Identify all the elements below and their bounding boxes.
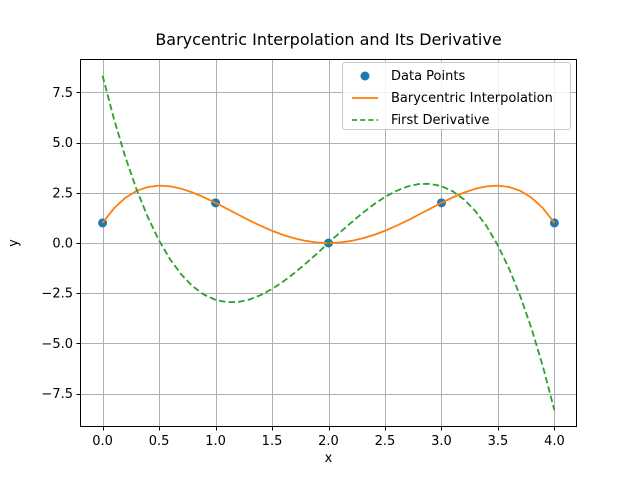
series-layer xyxy=(98,75,559,411)
axes-spines xyxy=(80,59,577,427)
y-tick-label: −5.0 xyxy=(41,337,73,352)
y-tick-label: 5.0 xyxy=(52,136,73,151)
series-curve-1 xyxy=(101,184,556,244)
y-tick-label: −2.5 xyxy=(41,287,73,302)
x-tick-label: 0.0 xyxy=(92,434,113,449)
x-tick-label: 0.5 xyxy=(149,434,170,449)
x-tick-label: 2.5 xyxy=(375,434,396,449)
x-axis-label: x xyxy=(324,451,333,466)
y-tick-label: 7.5 xyxy=(52,86,73,101)
x-tick-label: 3.5 xyxy=(488,434,509,449)
y-tick-label: −7.5 xyxy=(41,387,73,402)
legend-box: Data Points Barycentric Interpolation Fi… xyxy=(342,62,571,130)
solid-line-swatch-icon xyxy=(352,97,378,99)
legend-label-derivative: First Derivative xyxy=(391,112,490,128)
x-tick-label: 1.0 xyxy=(205,434,226,449)
legend-label-data-points: Data Points xyxy=(391,68,466,84)
axes-border xyxy=(80,59,577,427)
legend-entry-derivative: First Derivative xyxy=(343,109,570,131)
series-curve-2 xyxy=(101,75,556,411)
dashed-line-swatch-icon xyxy=(352,119,378,121)
tick-layer: 0.0 0.5 1.0 1.5 2.0 2.5 3.0 3.5 4.0 −7.5 −5.0 −2.5 0… xyxy=(41,86,564,449)
legend-label-interpolation: Barycentric Interpolation xyxy=(391,90,553,106)
x-tick-label: 3.0 xyxy=(431,434,452,449)
y-axis-label: y xyxy=(6,239,22,247)
legend-entry-data-points: Data Points xyxy=(343,65,570,87)
scatter-marker-swatch-icon xyxy=(360,71,370,81)
chart-title: Barycentric Interpolation and Its Deriva… xyxy=(155,30,502,49)
y-tick-label: 0.0 xyxy=(52,237,73,252)
legend-entry-interpolation: Barycentric Interpolation xyxy=(343,87,570,109)
y-tick-label: 2.5 xyxy=(52,186,73,201)
x-tick-label: 1.5 xyxy=(262,434,283,449)
x-tick-label: 4.0 xyxy=(544,434,565,449)
x-tick-label: 2.0 xyxy=(318,434,339,449)
